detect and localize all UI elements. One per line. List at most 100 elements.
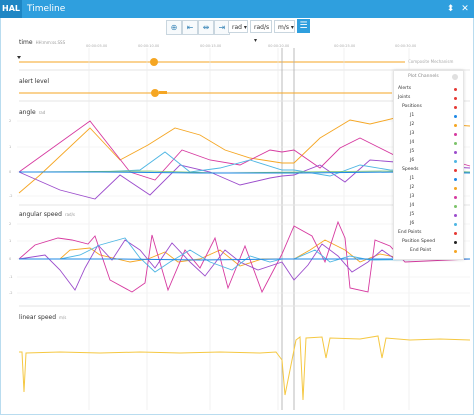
legend-title: Plot Channels: [408, 74, 439, 79]
legend-row[interactable]: End Points: [398, 229, 460, 237]
legend-row[interactable]: J2: [410, 121, 460, 129]
speed-ytick: 2: [9, 222, 12, 226]
legend-row-label: J4: [410, 140, 415, 145]
legend-row-label: Speeds: [402, 167, 419, 172]
legend-row[interactable]: J3: [410, 130, 460, 138]
legend-row-label: J5: [410, 212, 415, 217]
linear-unit-select[interactable]: m/s ▾: [274, 20, 295, 33]
legend-row[interactable]: Positions: [402, 103, 460, 111]
alert-handle-tail: [159, 91, 167, 94]
legend-row-label: J3: [410, 194, 415, 199]
angle-series-j2: [18, 117, 471, 194]
legend-color-dot: [454, 195, 457, 199]
legend-color-dot: [454, 141, 457, 145]
time-tick: 00:00:25.00: [334, 44, 356, 48]
legend-row[interactable]: J4: [410, 139, 460, 147]
linear-speed-plot-label: linear speed m/s: [19, 314, 67, 321]
speed-ytick: -2: [9, 291, 13, 295]
legend-color-dot: [454, 177, 457, 181]
angular-speed-plot-label: angular speed rad/s: [19, 211, 76, 218]
legend-toggle-icon[interactable]: [452, 74, 458, 80]
speed-unit-select[interactable]: rad/s ▾: [250, 20, 272, 44]
speed-ytick: -1: [9, 275, 13, 279]
legend-row-label: J2: [410, 185, 415, 190]
speed-ytick: 1: [9, 239, 12, 243]
alert-handle: [151, 89, 159, 97]
app-logo: HAL: [0, 0, 22, 18]
legend-row-label: J3: [410, 131, 415, 136]
angle-unit-select[interactable]: rad ▾: [228, 20, 248, 33]
legend-row[interactable]: J1: [410, 175, 460, 183]
time-slider-handle: [150, 58, 158, 66]
legend-row[interactable]: J6: [410, 157, 460, 165]
legend-row[interactable]: J2: [410, 184, 460, 192]
angle-plot-label: angle rad: [19, 109, 46, 116]
plot-channels-legend: Plot Channels Alerts Joints Positions J1 J2 J…: [393, 70, 464, 260]
alert-level-label: alert level: [19, 78, 50, 85]
time-grid: [88, 48, 410, 410]
speed-series-j3: [18, 220, 471, 294]
time-tick: 00:00:20.00: [268, 44, 290, 48]
time-tick: 00:00:05.00: [86, 44, 108, 48]
legend-row-label: Positions: [402, 104, 422, 109]
legend-row-label: End Points: [398, 230, 422, 235]
legend-row[interactable]: Alerts: [398, 85, 460, 93]
expand-icon[interactable]: ⇹: [198, 20, 214, 35]
angle-series-j5: [18, 159, 471, 200]
legend-color-dot: [454, 105, 457, 109]
legend-row-label: End Point: [410, 248, 432, 253]
legend-row-label: J2: [410, 122, 415, 127]
speed-series-j2: [19, 239, 471, 267]
menu-icon[interactable]: ☰: [297, 19, 310, 33]
close-icon[interactable]: ✕: [461, 4, 469, 14]
time-tick: 00:00:10.00: [138, 44, 160, 48]
legend-color-dot: [454, 249, 457, 253]
legend-color-dot: [454, 123, 457, 127]
legend-row-label: Alerts: [398, 86, 412, 91]
window-title: Timeline: [27, 4, 66, 14]
legend-row[interactable]: End Point: [410, 247, 460, 255]
legend-color-dot: [454, 114, 457, 118]
legend-color-dot: [454, 213, 457, 217]
legend-row-label: J5: [410, 149, 415, 154]
legend-row[interactable]: J4: [410, 202, 460, 210]
legend-color-dot: [454, 159, 457, 163]
legend-row[interactable]: Speeds: [402, 166, 460, 174]
legend-row[interactable]: J5: [410, 211, 460, 219]
speed-ytick: 0: [9, 257, 12, 261]
legend-color-dot: [454, 240, 457, 244]
speed-series-j5: [18, 239, 470, 291]
legend-color-dot: [454, 96, 457, 100]
pin-icon[interactable]: ⬍: [446, 4, 455, 14]
legend-row[interactable]: J1: [410, 112, 460, 120]
legend-color-dot: [454, 204, 457, 208]
time-tick: 00:00:30.00: [395, 44, 417, 48]
angle-series-j6: [19, 151, 471, 177]
legend-row-label: J6: [410, 158, 415, 163]
legend-row[interactable]: Position Speed: [402, 238, 460, 246]
legend-row[interactable]: J5: [410, 148, 460, 156]
angle-ytick: -2: [9, 194, 13, 198]
legend-row-label: J4: [410, 203, 415, 208]
legend-row-label: Joints: [398, 95, 411, 100]
time-start-marker: [17, 56, 21, 59]
speed-series-j6: [19, 237, 471, 273]
shrink-icon[interactable]: ⇤: [182, 20, 198, 35]
time-tick: 00:00:15.00: [200, 44, 222, 48]
legend-row-label: Position Speed: [402, 239, 436, 244]
legend-color-dot: [454, 132, 457, 136]
legend-color-dot: [454, 150, 457, 154]
zoom-in-icon[interactable]: ⊕: [166, 20, 182, 35]
legend-color-dot: [454, 222, 457, 226]
legend-color-dot: [454, 87, 457, 91]
angle-ytick: 2: [9, 119, 12, 123]
legend-row[interactable]: J3: [410, 193, 460, 201]
time-axis-label: time HH:mm:ss.SSS: [19, 39, 66, 46]
legend-row[interactable]: J6: [410, 220, 460, 228]
legend-color-dot: [454, 231, 457, 235]
legend-row[interactable]: Joints: [398, 94, 460, 102]
angle-ytick: 0: [9, 170, 12, 174]
legend-row-label: J1: [410, 176, 415, 181]
angle-series-j3: [18, 120, 471, 181]
composite-mechanism-label: Composite Mechanism: [408, 59, 454, 64]
